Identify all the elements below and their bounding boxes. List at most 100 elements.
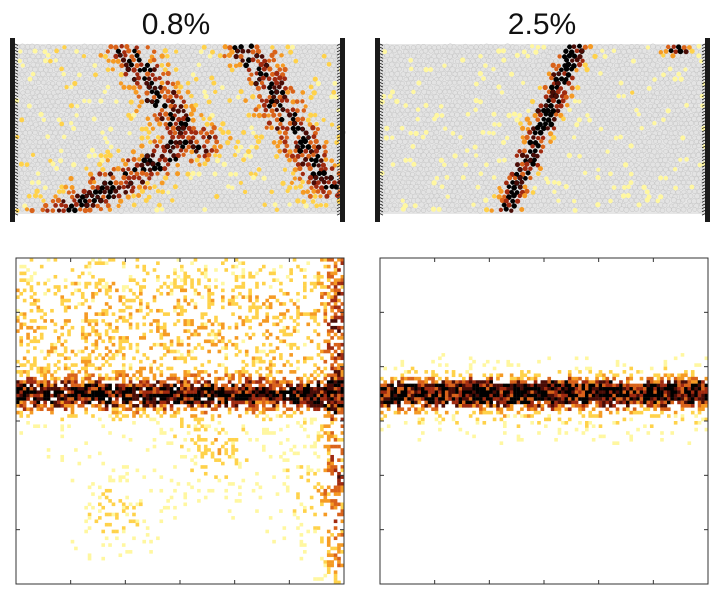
- particle: [675, 162, 681, 168]
- particle: [464, 102, 471, 109]
- active-particle: [275, 143, 281, 149]
- particle: [182, 157, 188, 163]
- active-particle: [613, 135, 619, 141]
- particle: [394, 161, 400, 167]
- heat-cell: [22, 315, 27, 320]
- particle: [428, 111, 435, 118]
- particle: [31, 84, 38, 91]
- particle: [475, 166, 481, 172]
- heat-cell: [63, 387, 68, 391]
- active-particle: [134, 63, 140, 69]
- active-particle: [511, 203, 517, 209]
- particle: [22, 76, 28, 82]
- particle: [115, 157, 122, 163]
- active-particle: [611, 48, 617, 54]
- particle: [551, 207, 557, 214]
- active-particle: [248, 80, 254, 86]
- particle: [193, 122, 199, 128]
- particle: [667, 120, 674, 127]
- particle: [608, 107, 614, 113]
- particle: [511, 67, 517, 73]
- particle: [622, 57, 628, 63]
- active-particle: [412, 203, 418, 209]
- particle: [198, 184, 205, 191]
- particle: [47, 93, 54, 100]
- heat-cell: [50, 342, 54, 347]
- particle: [155, 81, 160, 86]
- particle: [660, 161, 666, 167]
- heat-cell: [63, 366, 68, 371]
- particle: [162, 129, 169, 136]
- particle: [406, 207, 412, 213]
- active-particle: [29, 180, 35, 185]
- heat-cell: [19, 431, 24, 435]
- active-particle: [211, 80, 217, 86]
- active-particle: [501, 57, 507, 63]
- particle: [53, 157, 58, 163]
- particle: [386, 156, 393, 163]
- active-particle: [311, 134, 317, 140]
- particle: [292, 94, 298, 101]
- heat-cell: [29, 339, 34, 344]
- particle: [139, 116, 146, 122]
- active-particle: [553, 112, 559, 117]
- particle: [410, 80, 416, 86]
- particle: [99, 140, 105, 146]
- active-particle: [185, 116, 191, 123]
- active-particle: [146, 130, 152, 135]
- particle: [387, 130, 393, 136]
- particle: [63, 76, 69, 82]
- active-particle: [300, 99, 305, 104]
- active-particle: [98, 153, 104, 159]
- particle: [658, 112, 663, 118]
- particle: [594, 156, 601, 163]
- particle: [229, 166, 235, 173]
- particle: [683, 166, 689, 172]
- heat-cell: [33, 291, 37, 296]
- particle: [386, 120, 392, 127]
- particle: [424, 194, 430, 200]
- active-particle: [162, 103, 168, 109]
- particle: [214, 202, 221, 208]
- particle: [92, 44, 98, 50]
- heat-cell: [50, 387, 54, 391]
- active-particle: [491, 66, 496, 72]
- particle: [78, 183, 85, 190]
- heat-cell: [63, 407, 68, 412]
- particle: [399, 61, 406, 68]
- particle: [550, 143, 557, 150]
- particle: [548, 58, 554, 64]
- heat-cell: [16, 404, 20, 408]
- particle: [683, 138, 690, 144]
- particle: [303, 184, 310, 190]
- active-particle: [315, 189, 321, 194]
- particle: [312, 58, 318, 64]
- active-particle: [277, 67, 283, 72]
- particle: [50, 81, 56, 86]
- active-particle: [307, 165, 313, 172]
- active-particle: [278, 116, 285, 123]
- active-particle: [221, 161, 227, 167]
- particle: [253, 188, 259, 194]
- active-particle: [97, 161, 103, 168]
- active-particle: [147, 167, 153, 173]
- particle: [449, 66, 456, 73]
- particle: [556, 152, 562, 158]
- particle: [608, 52, 615, 59]
- particle: [419, 130, 425, 136]
- active-particle: [535, 117, 541, 123]
- active-particle: [551, 126, 557, 131]
- particle: [514, 107, 521, 113]
- particle: [217, 44, 223, 50]
- particle: [607, 207, 613, 212]
- particle: [199, 121, 205, 127]
- particle: [55, 61, 61, 68]
- active-particle: [169, 116, 176, 122]
- particle: [214, 94, 220, 100]
- particle: [535, 207, 541, 214]
- active-particle: [137, 84, 143, 90]
- particle: [282, 193, 288, 199]
- particle: [242, 134, 249, 141]
- active-particle: [151, 165, 158, 172]
- particle: [493, 134, 499, 141]
